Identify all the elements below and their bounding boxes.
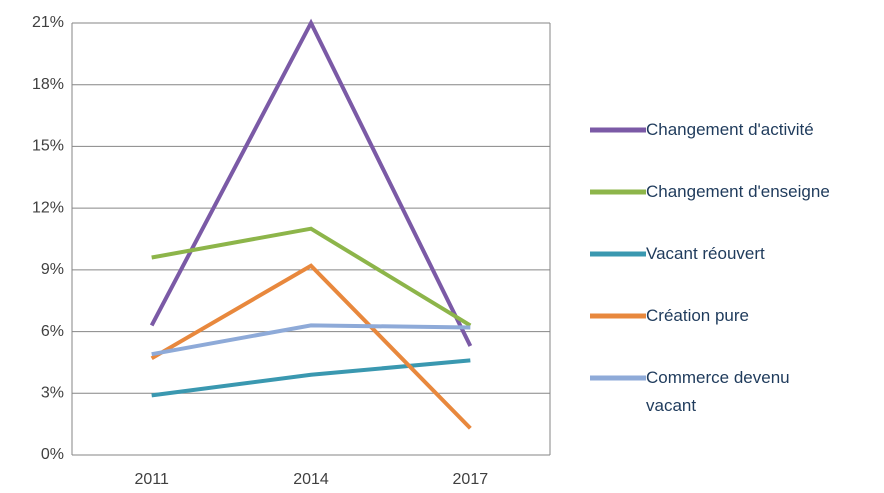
legend-swatch [590,251,646,257]
legend-swatch [590,189,646,195]
y-tick-label: 6% [41,323,64,340]
legend-item: Changement d'enseigne [590,182,880,206]
legend-item: Commerce devenu vacant [590,368,880,420]
y-tick-label: 3% [41,385,64,402]
y-tick-label: 9% [41,261,64,278]
legend-item: Changement d'activité [590,120,880,144]
legend-item: Création pure [590,306,880,330]
legend-label: Création pure [646,306,750,325]
legend-swatch [590,313,646,319]
legend-swatch [590,375,646,381]
legend-label: Commerce devenu vacant [646,368,790,415]
series-line [151,358,471,398]
series-line [151,226,472,328]
x-tick-label: 2017 [453,471,489,488]
y-tick-label: 21% [32,14,64,31]
legend-label: Changement d'activité [646,120,814,139]
y-tick-label: 18% [32,76,64,93]
legend-label: Vacant réouvert [646,244,765,263]
y-tick-label: 0% [41,446,64,463]
legend-label: Changement d'enseigne [646,182,830,201]
y-tick-label: 15% [32,138,64,155]
series-line [151,323,471,357]
x-tick-label: 2011 [134,471,169,488]
series-line [150,263,472,430]
legend-swatch [590,127,646,133]
x-tick-label: 2014 [293,471,329,488]
series-line [149,18,473,347]
legend-item: Vacant réouvert [590,244,880,268]
y-tick-label: 12% [32,199,64,216]
